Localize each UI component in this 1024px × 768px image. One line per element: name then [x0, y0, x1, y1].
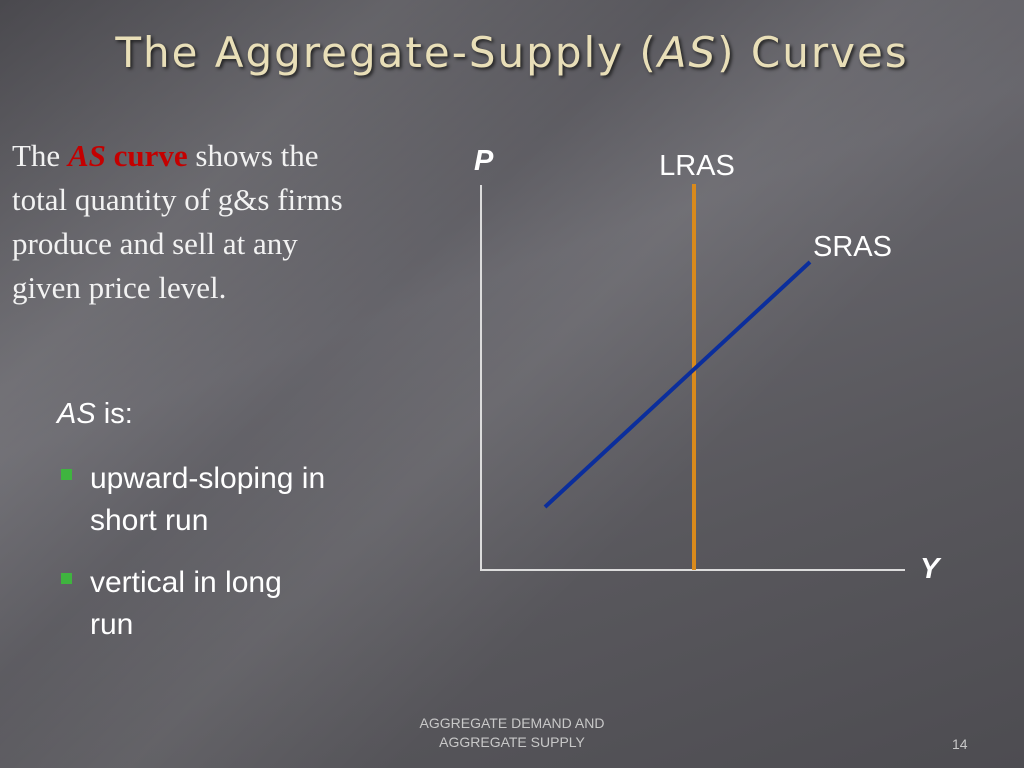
intro-lead: The: [12, 138, 61, 173]
footer-text: AGGREGATE DEMAND AND AGGREGATE SUPPLY: [419, 715, 605, 750]
heading-italic: AS: [57, 398, 96, 430]
slide-title: The Aggregate-Supply (AS) Curves: [0, 28, 1024, 77]
heading-text: is:: [103, 398, 133, 430]
intro-paragraph: The AS curve shows the total quantity of…: [12, 134, 362, 310]
lras-label: LRAS: [659, 150, 735, 182]
axes: [480, 185, 905, 571]
bullet-text: vertical in long run: [90, 566, 282, 641]
bullet-marker: [61, 469, 72, 480]
list-heading: AS is:: [57, 398, 133, 431]
sras-line: [543, 260, 812, 509]
title-text: The Aggregate-Supply (: [115, 28, 658, 77]
intro-term: AS: [67, 138, 106, 173]
title-text: ) Curves: [717, 28, 909, 77]
intro-term: curve: [113, 138, 188, 173]
sras-label: SRAS: [813, 231, 892, 263]
bullet-marker: [61, 573, 72, 584]
intro-text: shows the total quantity of g&s firms pr…: [12, 138, 343, 305]
x-axis-label: Y: [920, 553, 942, 585]
title-italic: AS: [657, 28, 718, 77]
y-axis-label: P: [474, 145, 494, 177]
bullet-text: upward-sloping in short run: [90, 462, 326, 537]
page-number: 14: [952, 736, 968, 752]
